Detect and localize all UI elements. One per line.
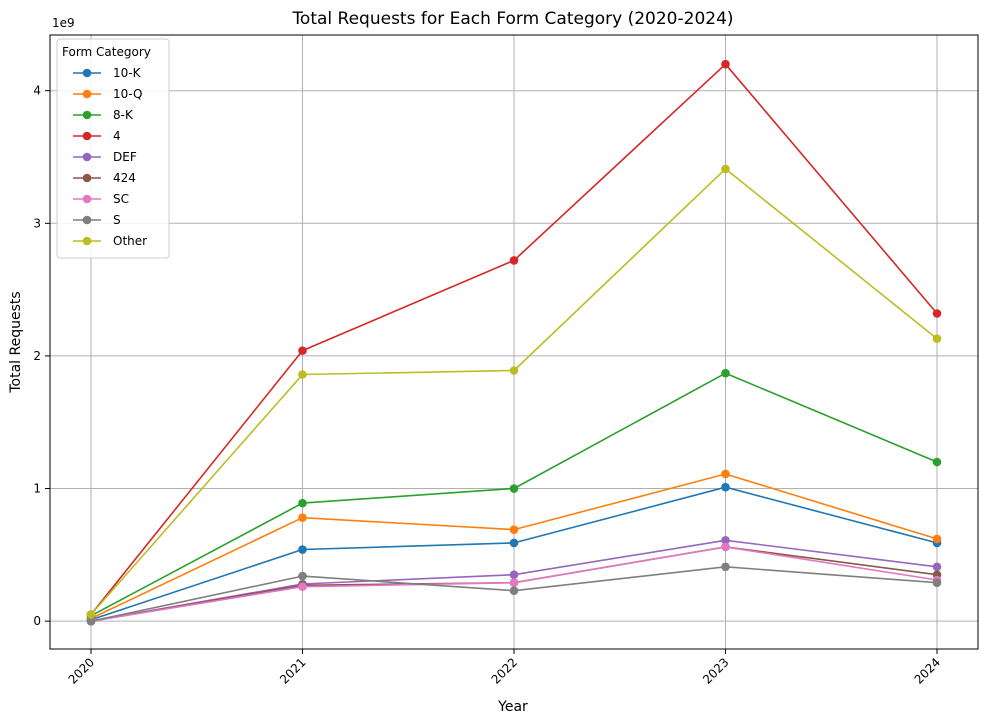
y-tick-label-0: 0 xyxy=(33,614,41,628)
point-S-2024 xyxy=(932,578,942,587)
legend-label-4: 4 xyxy=(113,129,121,143)
point-4-2022 xyxy=(509,256,519,265)
point-DEF-2022 xyxy=(509,570,519,580)
point-10-Q-2024 xyxy=(932,534,942,544)
point-8-K-2022 xyxy=(509,484,519,493)
legend-item-10-Q: 10-Q xyxy=(73,87,142,101)
legend: Form Category 10-K 10-Q 8-K 4 DEF 424 SC S Other xyxy=(56,38,170,259)
legend-label-Other: Other xyxy=(113,234,147,248)
legend-item-424: 424 xyxy=(73,171,136,185)
point-Other-2024 xyxy=(932,334,942,343)
point-8-K-2021 xyxy=(298,498,307,508)
legend-label-S: S xyxy=(113,213,121,227)
point-S-2023 xyxy=(721,562,730,572)
point-10-Q-2021 xyxy=(298,513,307,523)
y-tick-label-3: 3 xyxy=(33,216,41,230)
y-axis-label: Total Requests xyxy=(8,291,24,393)
y-scale-label: 1e9 xyxy=(52,16,75,30)
point-S-2020 xyxy=(86,616,96,626)
legend-label-424: 424 xyxy=(113,171,136,185)
series-S xyxy=(86,562,942,626)
legend-label-SC: SC xyxy=(113,192,129,206)
point-DEF-2023 xyxy=(721,535,730,545)
legend-swatch-marker-8-K xyxy=(82,110,92,120)
point-4-2023 xyxy=(721,59,730,69)
point-Other-2021 xyxy=(298,370,307,379)
legend-swatch-marker-10-K xyxy=(82,68,92,78)
point-10-Q-2023 xyxy=(721,469,730,479)
legend-item-4: 4 xyxy=(73,129,121,143)
legend-label-10-K: 10-K xyxy=(113,66,142,80)
legend-label-DEF: DEF xyxy=(113,150,137,164)
point-4-2021 xyxy=(298,346,307,355)
legend-swatch-marker-DEF xyxy=(82,152,92,162)
series-4 xyxy=(86,59,942,619)
legend-item-DEF: DEF xyxy=(73,150,137,164)
point-SC-2021 xyxy=(298,582,307,591)
point-DEF-2024 xyxy=(932,562,942,572)
legend-item-Other: Other xyxy=(73,234,147,248)
grid-layer xyxy=(50,35,978,649)
x-axis-label: Year xyxy=(497,699,528,715)
legend-swatch-marker-SC xyxy=(82,194,92,204)
point-SC-2022 xyxy=(509,578,519,587)
point-Other-2020 xyxy=(86,610,96,619)
legend-swatch-marker-10-Q xyxy=(82,89,92,99)
point-S-2021 xyxy=(298,571,307,581)
point-Other-2022 xyxy=(509,366,519,375)
legend-label-8-K: 8-K xyxy=(113,108,134,122)
legend-item-SC: SC xyxy=(73,192,129,206)
point-Other-2023 xyxy=(721,164,730,174)
series-layer xyxy=(86,59,942,626)
legend-item-8-K: 8-K xyxy=(73,108,134,122)
legend-item-S: S xyxy=(73,213,121,227)
y-tick-label-4: 4 xyxy=(33,84,41,98)
legend-swatch-marker-S xyxy=(82,215,92,225)
point-8-K-2024 xyxy=(932,457,942,467)
legend-swatch-marker-4 xyxy=(82,131,92,141)
point-SC-2023 xyxy=(721,542,730,552)
y-tick-label-1: 1 xyxy=(33,482,41,496)
legend-swatch-marker-424 xyxy=(82,173,92,183)
point-S-2022 xyxy=(509,586,519,595)
legend-title: Form Category xyxy=(62,45,151,59)
chart-title: Total Requests for Each Form Category (2… xyxy=(291,9,733,29)
legend-item-10-K: 10-K xyxy=(73,66,142,80)
point-8-K-2023 xyxy=(721,368,730,378)
series-Other xyxy=(86,164,942,619)
point-4-2024 xyxy=(932,309,942,318)
legend-swatch-marker-Other xyxy=(82,236,92,246)
point-10-Q-2022 xyxy=(509,525,519,534)
point-10-K-2021 xyxy=(298,545,307,554)
point-10-K-2023 xyxy=(721,482,730,492)
plot-frame xyxy=(49,34,979,650)
y-tick-label-2: 2 xyxy=(33,349,41,363)
legend-label-10-Q: 10-Q xyxy=(113,87,142,101)
point-10-K-2022 xyxy=(509,538,519,548)
